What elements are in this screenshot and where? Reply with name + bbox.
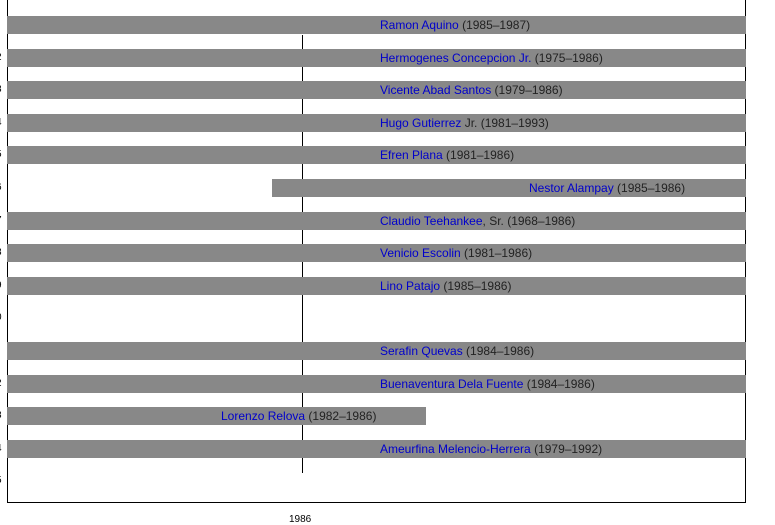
tenure-years: (1975–1986) bbox=[531, 50, 603, 65]
tenure-years: (1984–1986) bbox=[523, 376, 595, 391]
tenure-years: (1984–1986) bbox=[462, 344, 535, 358]
bar-label: Hermogenes Concepcion Jr. (1975–1986) bbox=[380, 51, 603, 65]
bar-label: Serafin Quevas (1984–1986) bbox=[380, 344, 534, 358]
timeline-bar bbox=[7, 81, 746, 100]
justice-name-link[interactable]: Lino Patajo bbox=[380, 278, 441, 293]
bar-label: Venicio Escolin (1981–1986) bbox=[380, 246, 532, 260]
tenure-years: (1982–1986) bbox=[305, 409, 377, 424]
timeline-bar bbox=[7, 342, 746, 360]
bar-label: Ramon Aquino (1985–1987) bbox=[380, 18, 530, 32]
row-label: 2 bbox=[0, 52, 2, 64]
tenure-years: Jr. (1981–1993) bbox=[461, 115, 549, 130]
bar-label: Efren Plana (1981–1986) bbox=[380, 148, 514, 162]
tenure-years: (1979–1986) bbox=[491, 83, 563, 98]
timeline-bar bbox=[7, 113, 746, 132]
timeline-bar bbox=[7, 407, 426, 426]
tenure-years: (1985–1986) bbox=[613, 181, 686, 195]
justice-name-link[interactable]: Venicio Escolin bbox=[380, 246, 461, 261]
justice-name-link[interactable]: Serafin Quevas bbox=[380, 344, 463, 358]
row-label: 2 bbox=[0, 378, 2, 390]
row-label: 5 bbox=[0, 475, 2, 487]
justice-name-link[interactable]: Vicente Abad Santos bbox=[380, 83, 492, 98]
bar-label: Nestor Alampay (1985–1986) bbox=[529, 181, 685, 195]
justice-name-link[interactable]: Ameurfina Melencio-Herrera bbox=[380, 441, 531, 456]
row-label: 7 bbox=[0, 215, 2, 227]
row-label: 5 bbox=[0, 149, 2, 161]
row-label: 3 bbox=[0, 410, 2, 422]
timeline-bar bbox=[7, 146, 746, 165]
justice-name-link[interactable]: Hermogenes Concepcion Jr. bbox=[380, 50, 532, 65]
bar-label: Ameurfina Melencio-Herrera (1979–1992) bbox=[380, 442, 602, 456]
row-label: 3 bbox=[0, 84, 2, 96]
bar-label: Lino Patajo (1985–1986) bbox=[380, 279, 511, 293]
justice-name-link[interactable]: Hugo Gutierrez bbox=[380, 115, 462, 130]
justice-name-link[interactable]: Lorenzo Relova bbox=[221, 409, 306, 424]
tenure-years: (1981–1986) bbox=[460, 246, 533, 261]
timeline-bar bbox=[7, 244, 746, 263]
bar-label: Hugo Gutierrez Jr. (1981–1993) bbox=[380, 116, 549, 130]
timeline-bar bbox=[7, 276, 746, 295]
timeline-bar bbox=[7, 48, 746, 67]
bar-label: Lorenzo Relova (1982–1986) bbox=[221, 409, 376, 423]
timeline-bar bbox=[7, 374, 746, 393]
row-label: 9 bbox=[0, 280, 2, 292]
row-label: 4 bbox=[0, 117, 2, 129]
justice-name-link[interactable]: Efren Plana bbox=[380, 148, 443, 163]
bar-label: Buenaventura Dela Fuente (1984–1986) bbox=[380, 377, 595, 391]
justice-name-link[interactable]: Ramon Aquino bbox=[380, 18, 459, 32]
justice-name-link[interactable]: Claudio Teehankee bbox=[380, 213, 483, 228]
tenure-years: (1985–1986) bbox=[440, 278, 512, 293]
tenure-years: , Sr. (1968–1986) bbox=[482, 213, 576, 228]
tenure-years: (1981–1986) bbox=[442, 148, 515, 163]
timeline-bar bbox=[7, 439, 746, 458]
timeline-bar bbox=[7, 211, 746, 230]
row-label: 4 bbox=[0, 443, 2, 455]
row-label: 0 bbox=[0, 312, 2, 324]
row-label: 6 bbox=[0, 182, 2, 194]
justice-name-link[interactable]: Buenaventura Dela Fuente bbox=[380, 376, 524, 391]
bar-label: Vicente Abad Santos (1979–1986) bbox=[380, 83, 563, 97]
bar-label: Claudio Teehankee, Sr. (1968–1986) bbox=[380, 214, 575, 228]
tenure-years: (1985–1987) bbox=[458, 18, 531, 32]
x-tick-label: 1986 bbox=[289, 514, 312, 525]
timeline-bar bbox=[7, 16, 746, 34]
timeline-bar bbox=[272, 179, 746, 197]
justice-name-link[interactable]: Nestor Alampay bbox=[529, 181, 614, 195]
tenure-years: (1979–1992) bbox=[530, 441, 603, 456]
row-label: 8 bbox=[0, 247, 2, 259]
